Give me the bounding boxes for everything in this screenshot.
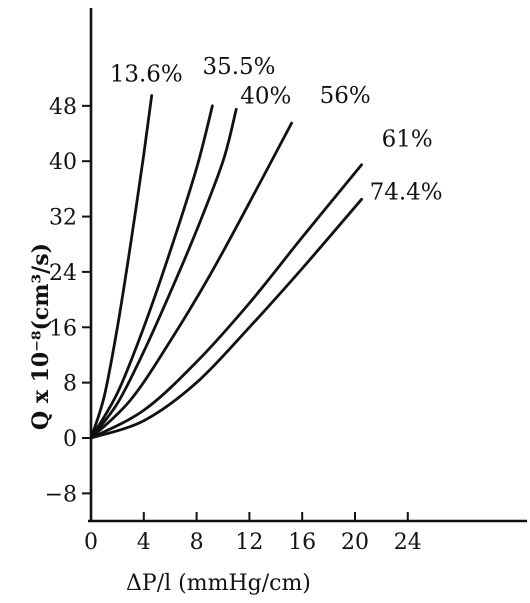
x-ticks: 0 4 8 12 16 20 24	[84, 512, 422, 555]
curve-4	[89, 121, 293, 440]
curve-3	[89, 107, 238, 440]
x-tick-label: 20	[341, 530, 369, 555]
y-ticks: −8 0 8 16 24 32 40 48	[45, 95, 91, 507]
x-tick-label: 4	[137, 530, 151, 555]
curve-label-3: 40%	[240, 83, 291, 109]
curve-2	[89, 104, 214, 440]
y-tick-label: 48	[49, 95, 77, 120]
curve-5	[89, 163, 363, 440]
curve-1	[89, 94, 154, 440]
y-tick-label: 16	[49, 316, 77, 341]
x-tick-label: 0	[84, 530, 98, 555]
curve-label-1: 13.6%	[110, 61, 183, 87]
curve-6	[89, 197, 363, 440]
x-tick-label: 8	[190, 530, 204, 555]
y-tick-label: −8	[45, 482, 77, 507]
x-axis-title: ΔP/l (mmHg/cm)	[126, 571, 311, 596]
y-tick-label: 24	[49, 261, 77, 286]
x-tick-label: 12	[235, 530, 263, 555]
y-tick-label: 32	[49, 206, 77, 231]
curve-label-5: 61%	[382, 127, 433, 153]
y-tick-label: 40	[49, 150, 77, 175]
x-tick-label: 16	[288, 530, 316, 555]
curve-label-2: 35.5%	[202, 54, 275, 80]
curve-label-6: 74.4%	[370, 179, 443, 205]
curves	[89, 94, 363, 440]
curve-labels: 13.6% 35.5% 40% 56% 61% 74.4%	[110, 54, 443, 205]
y-tick-label: 8	[63, 372, 77, 397]
y-tick-label: 0	[63, 427, 77, 452]
y-axis-title: Q x 10⁻⁸(cm³/s)	[28, 243, 54, 430]
curve-label-4: 56%	[320, 83, 371, 109]
x-tick-label: 24	[394, 530, 422, 555]
